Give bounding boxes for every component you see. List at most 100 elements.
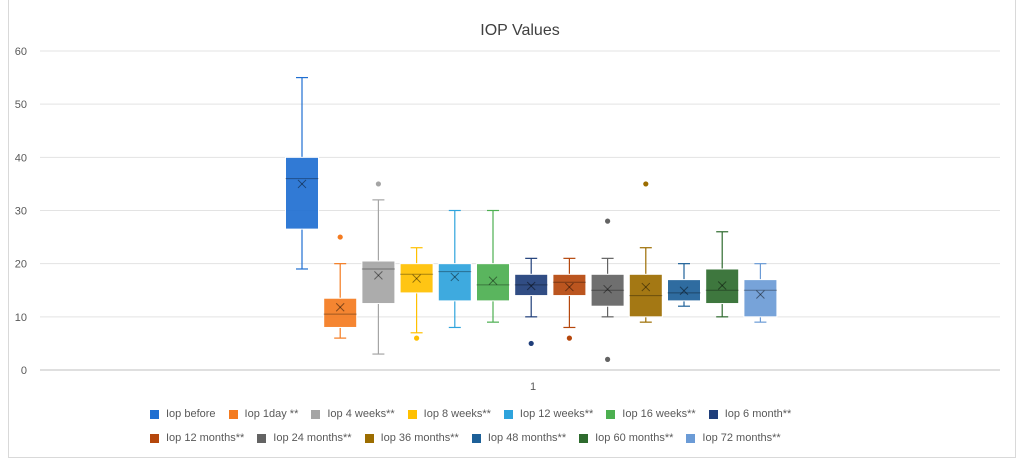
mean-marker: [374, 271, 383, 280]
box-body: [552, 273, 587, 297]
legend-item[interactable]: Iop 72 months**: [686, 432, 781, 444]
y-tick-label: 10: [15, 312, 27, 324]
box-6: [476, 209, 510, 323]
gridlines: [40, 50, 1000, 371]
mean-marker: [488, 276, 498, 286]
mean-marker: [335, 302, 345, 312]
mean-marker: [717, 281, 727, 290]
legend-item[interactable]: Iop 4 weeks**: [311, 408, 395, 420]
y-tick-label: 40: [15, 152, 27, 164]
y-tick-label: 50: [15, 99, 27, 111]
legend-item[interactable]: Iop 36 months**: [364, 432, 459, 444]
box-body: [476, 263, 510, 302]
legend-swatch: [364, 433, 374, 443]
outlier-point: [643, 181, 649, 187]
box-body: [628, 273, 663, 318]
legend-label: Iop 4 weeks**: [327, 408, 395, 420]
legend-swatch: [150, 433, 159, 443]
legend-swatch: [407, 409, 417, 419]
legend-item[interactable]: Iop 6 month**: [708, 408, 791, 420]
box-13: [743, 263, 778, 323]
mean-marker: [565, 282, 574, 292]
legend-label: Iop 48 months**: [487, 432, 567, 444]
legend-swatch: [686, 433, 696, 443]
y-axis: 0 10 20 30 40 50 60: [15, 46, 27, 377]
legend: Iop before Iop 1day ** Iop 4 weeks** Iop 8 …: [150, 402, 910, 450]
legend-item[interactable]: Iop 8 weeks**: [407, 408, 491, 420]
y-tick-label: 60: [15, 46, 27, 58]
box-11: [667, 263, 701, 307]
legend-label: Iop 16 weeks**: [622, 408, 696, 420]
box-body: [514, 273, 549, 297]
mean-marker: [412, 274, 421, 283]
mean-marker: [374, 271, 383, 280]
mean-marker: [565, 282, 574, 292]
outlier-point: [414, 335, 420, 341]
legend-label: Iop 72 months**: [702, 432, 781, 444]
outlier-point: [337, 234, 343, 240]
legend-item[interactable]: Iop before: [150, 408, 216, 420]
box-body: [323, 297, 358, 328]
box-2: [323, 234, 358, 339]
mean-marker: [526, 281, 536, 291]
legend-swatch: [471, 433, 481, 443]
legend-item[interactable]: Iop 12 months**: [150, 432, 244, 444]
box-body: [399, 263, 434, 294]
box-body: [743, 279, 778, 318]
mean-marker: [756, 290, 765, 299]
legend-swatch: [311, 409, 321, 419]
box-9: [590, 218, 625, 362]
mean-marker: [679, 286, 689, 296]
legend-swatch: [503, 409, 513, 419]
box-8: [552, 257, 587, 341]
mean-marker: [603, 284, 612, 294]
legend-label: Iop 1day **: [244, 408, 299, 420]
legend-item[interactable]: Iop 16 weeks**: [606, 408, 696, 420]
mean-marker: [450, 272, 460, 282]
legend-label: Iop before: [166, 408, 216, 420]
box-1: [285, 76, 319, 270]
legend-label: Iop 24 months**: [273, 432, 352, 444]
outlier-point: [528, 340, 534, 347]
y-tick-label: 0: [21, 365, 27, 377]
box-12: [705, 231, 740, 318]
outlier-point: [605, 218, 611, 224]
box-3: [361, 181, 396, 355]
box-body: [590, 273, 625, 307]
legend-item[interactable]: Iop 24 months**: [257, 432, 352, 444]
mean-marker: [297, 179, 307, 189]
box-10: [628, 181, 663, 323]
y-tick-label: 20: [15, 259, 27, 271]
legend-label: Iop 36 months**: [380, 432, 459, 444]
mean-marker: [335, 302, 345, 312]
box-body: [705, 268, 740, 305]
legend-label: Iop 12 weeks**: [519, 408, 594, 420]
y-tick-label: 30: [15, 206, 27, 218]
legend-item[interactable]: Iop 12 weeks**: [503, 408, 594, 420]
legend-swatch: [606, 409, 616, 419]
legend-item[interactable]: Iop 1day **: [228, 408, 299, 420]
mean-marker: [297, 179, 307, 189]
mean-marker: [756, 290, 765, 299]
legend-row: Iop before Iop 1day ** Iop 4 weeks** Iop 8 …: [150, 402, 910, 426]
outlier-point: [566, 335, 573, 341]
x-category-label: 1: [530, 381, 536, 393]
box-body: [285, 156, 319, 230]
legend-swatch: [708, 409, 718, 419]
legend-item[interactable]: Iop 48 months**: [471, 432, 567, 444]
legend-swatch: [257, 433, 267, 443]
legend-item[interactable]: Iop 60 months**: [579, 432, 673, 444]
mean-marker: [641, 282, 651, 292]
legend-swatch: [228, 409, 238, 419]
outlier-point: [375, 181, 381, 187]
mean-marker: [526, 281, 536, 291]
chart-frame: [8, 0, 1016, 458]
legend-swatch: [579, 433, 589, 443]
box-series-group: [285, 76, 778, 362]
legend-label: Iop 8 weeks**: [423, 408, 491, 420]
chart-title: IOP Values: [480, 22, 559, 39]
legend-row: Iop 12 months** Iop 24 months** Iop 36 mon…: [150, 426, 910, 450]
legend-label: Iop 12 months**: [166, 432, 245, 444]
box-5: [437, 209, 472, 329]
